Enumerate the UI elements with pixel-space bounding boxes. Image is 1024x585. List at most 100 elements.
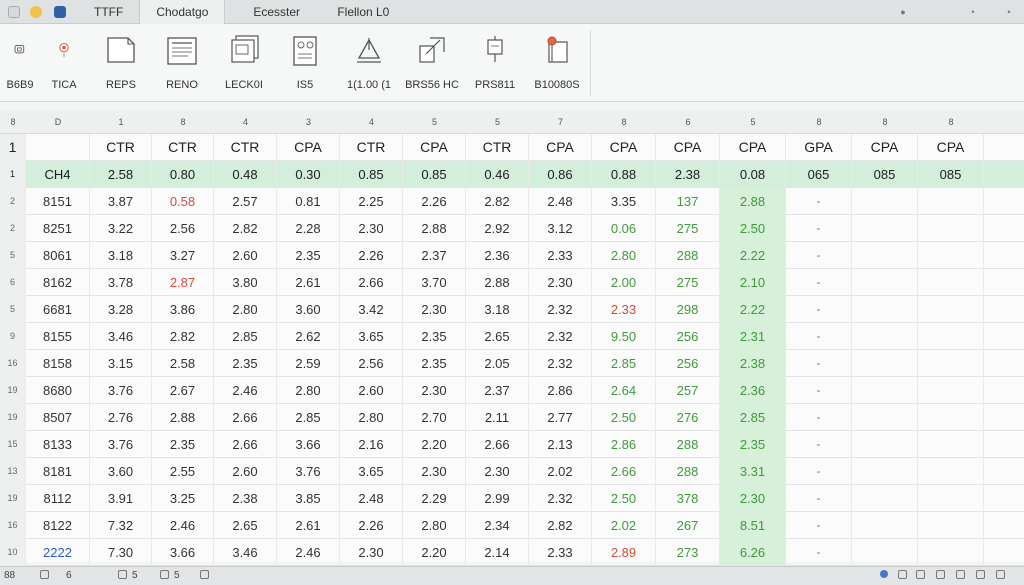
grid-cell[interactable]: 2.37 xyxy=(403,242,466,269)
grid-cell[interactable]: 2.60 xyxy=(214,242,277,269)
grid-cell[interactable]: 0.30 xyxy=(277,161,340,188)
grid-cell[interactable]: 8122 xyxy=(26,512,90,539)
grid-cell[interactable]: 2.66 xyxy=(592,458,656,485)
save-icon[interactable] xyxy=(54,5,66,18)
grid-cell[interactable]: 2.50 xyxy=(592,485,656,512)
grid-cell[interactable]: 2.67 xyxy=(152,377,214,404)
grid-cell[interactable]: 6.26 xyxy=(720,539,786,566)
grid-cell[interactable] xyxy=(918,512,984,539)
grid-cell[interactable]: 2.29 xyxy=(403,485,466,512)
grid-cell[interactable]: 2.87 xyxy=(152,269,214,296)
grid-cell[interactable]: 8680 xyxy=(26,377,90,404)
grid-cell[interactable]: 273 xyxy=(656,539,720,566)
grid-cell[interactable]: 2.88 xyxy=(152,404,214,431)
column-header[interactable]: 7 xyxy=(557,117,563,127)
corner-cell[interactable]: 8 xyxy=(10,117,16,127)
tab-1[interactable]: Chodatgo xyxy=(139,0,226,24)
grid-cell[interactable]: 3.78 xyxy=(90,269,152,296)
grid-cell[interactable]: 2.10 xyxy=(720,269,786,296)
ribbon-button-1[interactable]: TICA xyxy=(42,30,86,100)
grid-cell[interactable]: 2.26 xyxy=(340,512,403,539)
grid-cell[interactable]: 2.36 xyxy=(720,377,786,404)
grid-cell[interactable]: 2.82 xyxy=(529,512,592,539)
grid-cell[interactable]: 2.50 xyxy=(720,215,786,242)
grid-cell[interactable]: - xyxy=(786,215,852,242)
column-header[interactable]: 5 xyxy=(750,117,756,127)
column-header[interactable]: 1 xyxy=(118,117,124,127)
grid-cell[interactable]: - xyxy=(786,296,852,323)
grid-cell[interactable]: 256 xyxy=(656,350,720,377)
grid-cell[interactable]: 2.66 xyxy=(340,269,403,296)
grid-cell[interactable]: 2.88 xyxy=(720,188,786,215)
grid-cell[interactable] xyxy=(918,539,984,566)
grid-cell[interactable]: 3.35 xyxy=(592,188,656,215)
grid-cell[interactable]: 137 xyxy=(656,188,720,215)
grid-cell[interactable]: 3.60 xyxy=(90,458,152,485)
grid-cell[interactable]: 8181 xyxy=(26,458,90,485)
grid-cell[interactable] xyxy=(918,215,984,242)
grid-cell[interactable]: 2.62 xyxy=(277,323,340,350)
grid-cell[interactable]: 2.33 xyxy=(592,296,656,323)
grid-cell[interactable]: 8.51 xyxy=(720,512,786,539)
grid-cell[interactable]: 2.38 xyxy=(214,485,277,512)
grid-cell[interactable]: 3.28 xyxy=(90,296,152,323)
grid-cell[interactable]: 2.80 xyxy=(340,404,403,431)
row-number[interactable]: 5 xyxy=(0,296,26,323)
grid-cell[interactable]: 3.86 xyxy=(152,296,214,323)
grid-cell[interactable]: 2.46 xyxy=(277,539,340,566)
ribbon-button-5[interactable]: IS5 xyxy=(280,30,330,100)
grid-cell[interactable]: 2.55 xyxy=(152,458,214,485)
ribbon-button-7[interactable]: BRS56 HC xyxy=(402,30,462,100)
grid-cell[interactable]: 2.80 xyxy=(214,296,277,323)
grid-cell[interactable]: 2.35 xyxy=(152,431,214,458)
grid-cell[interactable]: 2.05 xyxy=(466,350,529,377)
ribbon-button-4[interactable]: LECK0I xyxy=(216,30,272,100)
grid-cell[interactable] xyxy=(918,485,984,512)
grid-cell[interactable]: 2.30 xyxy=(466,458,529,485)
grid-cell[interactable]: 2.46 xyxy=(214,377,277,404)
grid-cell[interactable]: 2.65 xyxy=(466,323,529,350)
grid-cell[interactable]: - xyxy=(786,350,852,377)
grid-cell[interactable]: - xyxy=(786,377,852,404)
column-header[interactable]: 3 xyxy=(305,117,311,127)
settings-icon[interactable] xyxy=(976,570,985,579)
grid-cell[interactable]: 3.66 xyxy=(277,431,340,458)
grid-cell[interactable] xyxy=(918,323,984,350)
grid-cell[interactable]: CPA xyxy=(403,134,466,161)
grid-cell[interactable]: 2.66 xyxy=(466,431,529,458)
grid-cell[interactable]: 0.81 xyxy=(277,188,340,215)
grid-cell[interactable]: 2.56 xyxy=(340,350,403,377)
grid-cell[interactable]: 2.38 xyxy=(656,161,720,188)
column-header[interactable]: 6 xyxy=(685,117,691,127)
ribbon-button-9[interactable]: B10080S xyxy=(530,30,584,100)
grid-cell[interactable]: 2.22 xyxy=(720,296,786,323)
grid-cell[interactable]: 2.85 xyxy=(592,350,656,377)
grid-cell[interactable] xyxy=(918,431,984,458)
grid-cell[interactable]: 2.59 xyxy=(277,350,340,377)
grid-cell[interactable]: 2.38 xyxy=(720,350,786,377)
grid-cell[interactable] xyxy=(918,458,984,485)
tab-3[interactable]: Flellon L0 xyxy=(321,0,399,24)
row-number[interactable]: 13 xyxy=(0,458,26,485)
maximize-icon[interactable]: • xyxy=(971,7,975,17)
grid-cell[interactable] xyxy=(918,269,984,296)
row-number[interactable]: 10 xyxy=(0,539,26,566)
grid-cell[interactable]: 8133 xyxy=(26,431,90,458)
grid-cell[interactable]: 7.30 xyxy=(90,539,152,566)
grid-cell[interactable]: 2.46 xyxy=(152,512,214,539)
row-number[interactable]: 2 xyxy=(0,215,26,242)
grid-cell[interactable]: 256 xyxy=(656,323,720,350)
grid-cell[interactable]: 3.18 xyxy=(90,242,152,269)
grid-cell[interactable]: 288 xyxy=(656,242,720,269)
grid-cell[interactable] xyxy=(852,377,918,404)
grid-cell[interactable]: 0.06 xyxy=(592,215,656,242)
grid-cell[interactable]: CPA xyxy=(852,134,918,161)
grid-cell[interactable]: - xyxy=(786,431,852,458)
grid-cell[interactable]: 288 xyxy=(656,431,720,458)
grid-cell[interactable]: 2.76 xyxy=(90,404,152,431)
column-header[interactable]: 4 xyxy=(368,117,374,127)
grid-cell[interactable]: - xyxy=(786,188,852,215)
grid-cell[interactable]: 2.92 xyxy=(466,215,529,242)
grid-cell[interactable]: 2.22 xyxy=(720,242,786,269)
grid-cell[interactable]: 2.86 xyxy=(592,431,656,458)
